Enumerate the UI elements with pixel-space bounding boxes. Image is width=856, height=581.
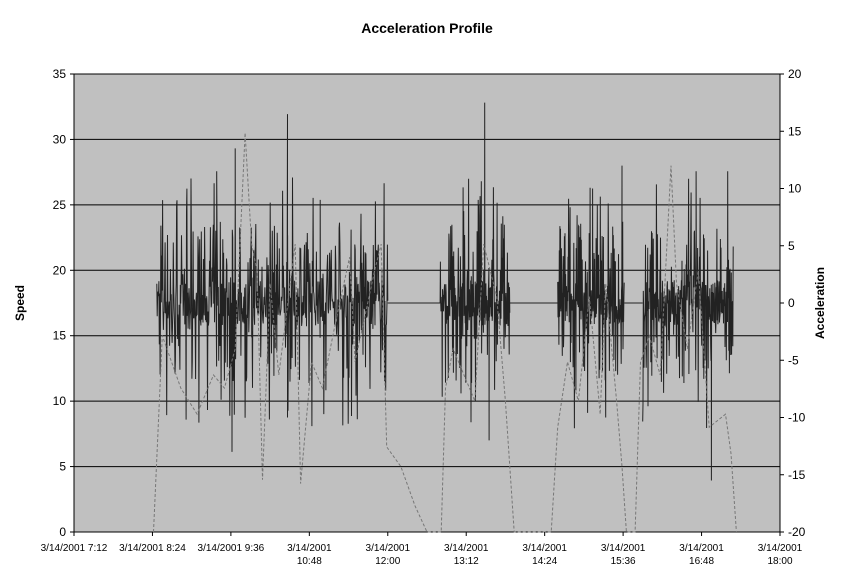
acceleration-line-segment bbox=[642, 171, 734, 481]
y-left-tick-label: 25 bbox=[53, 198, 67, 212]
acceleration-line-segment bbox=[156, 114, 389, 452]
chart-title: Acceleration Profile bbox=[361, 20, 493, 36]
y-right-tick-label: -5 bbox=[788, 353, 799, 367]
x-tick-label: 3/14/2001 bbox=[366, 543, 411, 554]
y-left-tick-label: 10 bbox=[53, 394, 67, 408]
y-right-tick-label: -20 bbox=[788, 525, 806, 539]
x-tick-label: 3/14/2001 bbox=[522, 543, 567, 554]
x-tick-label: 18:00 bbox=[767, 556, 792, 567]
y-right-tick-label: 10 bbox=[788, 182, 802, 196]
axes: 0 5 10 15 20 25 30 35 -20 -15 -10 -5 0 5 10 15 20 3/14/20… bbox=[41, 67, 806, 567]
x-tick-label: 3/14/2001 bbox=[601, 543, 646, 554]
y-right-tick-label: 15 bbox=[788, 124, 802, 138]
y-right-tick-label: -15 bbox=[788, 468, 806, 482]
speed-series bbox=[153, 132, 737, 533]
speed-line bbox=[153, 132, 737, 533]
x-tick-label: 15:36 bbox=[611, 556, 636, 567]
y-right-tick-label: -10 bbox=[788, 411, 806, 425]
x-tick-label: 14:24 bbox=[532, 556, 557, 567]
x-tick-label: 3/14/2001 bbox=[444, 543, 489, 554]
x-tick-label: 12:00 bbox=[375, 556, 400, 567]
x-tick-label: 3/14/2001 bbox=[758, 543, 803, 554]
y-left-tick-label: 35 bbox=[53, 67, 67, 81]
y-left-tick-label: 15 bbox=[53, 329, 67, 343]
y-right-axis-title: Acceleration bbox=[813, 267, 827, 339]
x-tick-label: 13:12 bbox=[454, 556, 479, 567]
y-left-tick-label: 20 bbox=[53, 263, 67, 277]
y-right-tick-label: 20 bbox=[788, 67, 802, 81]
x-tick-label: 3/14/2001 bbox=[287, 543, 332, 554]
y-right-tick-label: 0 bbox=[788, 296, 795, 310]
x-tick-label: 3/14/2001 8:24 bbox=[119, 543, 186, 554]
x-tick-label: 3/14/2001 7:12 bbox=[41, 543, 108, 554]
y-left-tick-label: 30 bbox=[53, 132, 67, 146]
x-tick-label: 3/14/2001 9:36 bbox=[198, 543, 265, 554]
x-tick-label: 10:48 bbox=[297, 556, 322, 567]
acceleration-line-segment bbox=[557, 165, 625, 429]
x-tick-label: 16:48 bbox=[689, 556, 714, 567]
y-right-tick-label: 5 bbox=[788, 239, 795, 253]
y-left-tick-label: 0 bbox=[59, 525, 66, 539]
x-tick-label: 3/14/2001 bbox=[679, 543, 724, 554]
y-left-tick-label: 5 bbox=[59, 460, 66, 474]
y-left-axis-title: Speed bbox=[13, 285, 27, 321]
